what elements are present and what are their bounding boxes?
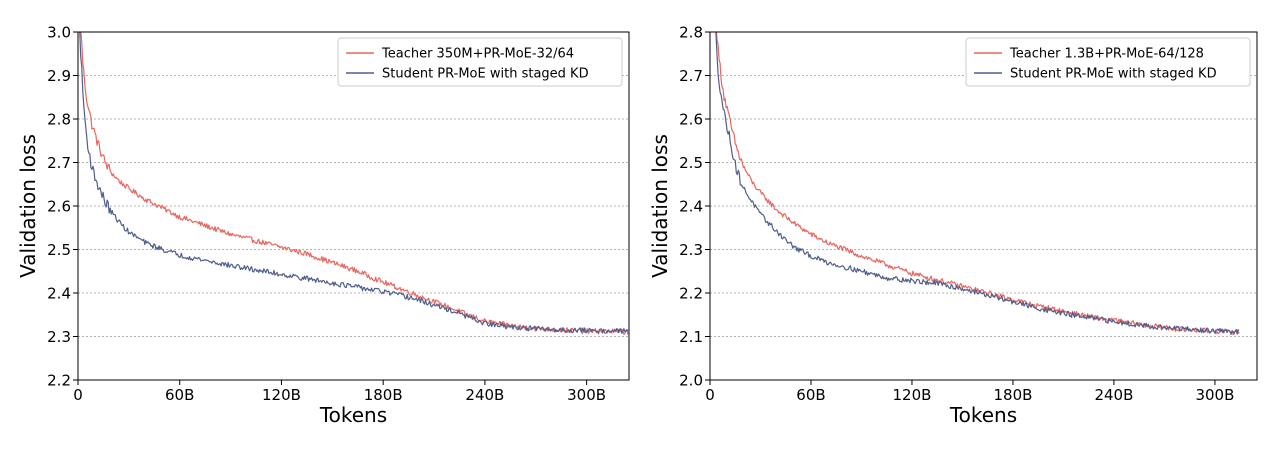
chart-panel-1: 2.2 2.3 2.4 2.5 2.6 2.7 2.8 2.9 3.0 0 60B 120B 180B 2… xyxy=(16,24,630,427)
y-tick-label: 2.3 xyxy=(679,241,703,259)
y-axis-title: Validation loss xyxy=(648,134,672,278)
y-axis-title: Validation loss xyxy=(16,134,40,278)
legend-label: Student PR-MoE with staged KD xyxy=(382,67,589,82)
x-tick-label: 120B xyxy=(893,386,932,404)
series-line-student xyxy=(715,32,1240,335)
x-tick-label: 240B xyxy=(1094,386,1133,404)
legend-label: Student PR-MoE with staged KD xyxy=(1010,67,1217,82)
plot-area xyxy=(79,32,629,335)
y-tick-label: 2.7 xyxy=(47,154,71,172)
legend: Teacher 350M+PR-MoE-32/64 Student PR-MoE … xyxy=(337,37,623,87)
y-tick-label: 2.5 xyxy=(679,154,703,172)
x-tick-label: 240B xyxy=(465,386,504,404)
y-tick-label: 2.1 xyxy=(679,328,703,346)
y-tick-label: 2.4 xyxy=(679,198,703,216)
plot-area xyxy=(715,32,1240,336)
x-tick-label: 300B xyxy=(567,386,606,404)
y-tick-label: 2.5 xyxy=(47,241,71,259)
x-tick-label: 60B xyxy=(796,386,825,404)
y-tick-label: 2.9 xyxy=(47,67,71,85)
y-tick-label: 2.6 xyxy=(679,111,703,129)
y-tick-label: 2.3 xyxy=(47,328,71,346)
y-tick-label: 2.0 xyxy=(679,372,703,390)
x-tick-label: 0 xyxy=(73,386,83,404)
legend-label: Teacher 350M+PR-MoE-32/64 xyxy=(381,47,574,62)
y-tick-label: 2.6 xyxy=(47,198,71,216)
x-axis-title: Tokens xyxy=(319,403,387,427)
x-tick-label: 180B xyxy=(993,386,1032,404)
y-tick-label: 2.7 xyxy=(679,67,703,85)
legend: Teacher 1.3B+PR-MoE-64/128 Student PR-MoE… xyxy=(965,37,1251,87)
series-line-student xyxy=(79,32,629,334)
series-line-teacher xyxy=(80,32,629,335)
legend-label: Teacher 1.3B+PR-MoE-64/128 xyxy=(1009,47,1204,62)
x-tick-label: 120B xyxy=(262,386,301,404)
y-tick-label: 2.8 xyxy=(679,24,703,42)
x-tick-label: 60B xyxy=(165,386,194,404)
legend-box xyxy=(337,37,623,87)
y-tick-label: 2.8 xyxy=(47,111,71,129)
legend-box xyxy=(965,37,1251,87)
x-tick-label: 300B xyxy=(1195,386,1234,404)
y-tick-label: 3.0 xyxy=(47,24,71,42)
y-tick-label: 2.4 xyxy=(47,285,71,303)
y-tick-label: 2.2 xyxy=(47,372,71,390)
chart-panel-2: 2.0 2.1 2.2 2.3 2.4 2.5 2.6 2.7 2.8 0 60B 120B 180B 2… xyxy=(648,24,1258,427)
x-tick-label: 180B xyxy=(364,386,403,404)
x-axis-title: Tokens xyxy=(949,403,1017,427)
x-tick-label: 0 xyxy=(705,386,715,404)
y-tick-label: 2.2 xyxy=(679,285,703,303)
